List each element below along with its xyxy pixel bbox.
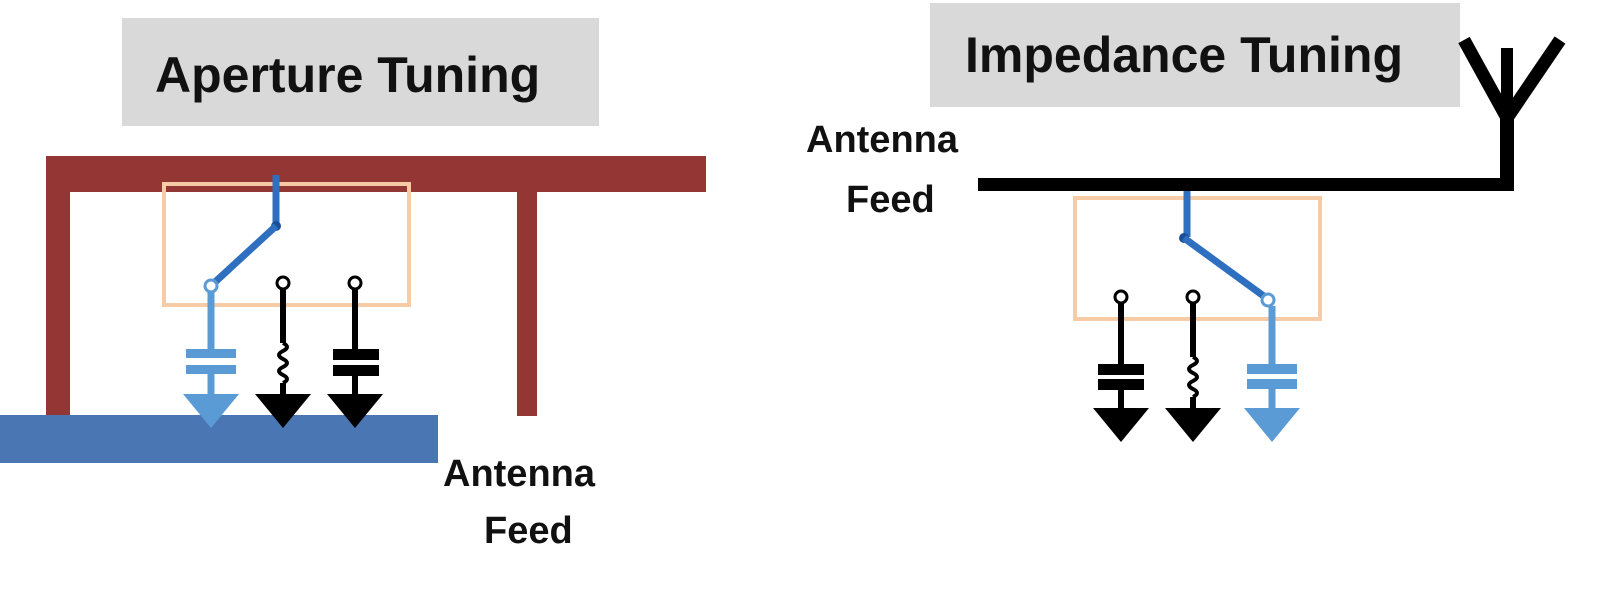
impedance-terminal-2 xyxy=(1185,289,1201,305)
aperture-ground-arrow-black-1 xyxy=(255,394,311,428)
aperture-switch xyxy=(211,175,281,286)
aperture-antenna-feed-leg xyxy=(517,180,537,416)
impedance-antenna xyxy=(978,36,1566,191)
aperture-terminal-2 xyxy=(275,275,291,291)
aperture-ground-arrow-black-2 xyxy=(327,394,383,428)
impedance-feed-label-line1: Antenna xyxy=(806,119,958,161)
impedance-inductor-branch xyxy=(1165,289,1221,442)
impedance-title: Impedance Tuning xyxy=(965,27,1403,83)
impedance-capacitor-blue xyxy=(1247,364,1297,374)
aperture-inductor-branch xyxy=(255,275,311,428)
impedance-title-box xyxy=(930,3,1460,107)
aperture-capacitor-black xyxy=(333,349,379,360)
aperture-switch-box xyxy=(162,182,411,307)
aperture-feed-label-line1: Antenna xyxy=(443,453,595,495)
impedance-antenna-mast xyxy=(1500,118,1514,191)
aperture-antenna-left-leg xyxy=(46,156,70,418)
aperture-antenna-top-bar xyxy=(46,156,706,192)
impedance-ground-arrow-blue xyxy=(1244,408,1300,442)
aperture-title: Aperture Tuning xyxy=(155,47,541,103)
impedance-capacitor-branch xyxy=(1093,289,1149,442)
impedance-ground-arrow-black-1 xyxy=(1093,408,1149,442)
aperture-terminal-1 xyxy=(203,278,219,294)
impedance-ground-arrow-black-2 xyxy=(1165,408,1221,442)
aperture-terminal-3 xyxy=(347,275,363,291)
aperture-active-capacitor-branch xyxy=(183,278,239,428)
impedance-inductor xyxy=(1187,355,1199,399)
impedance-active-capacitor-branch xyxy=(1244,292,1300,442)
aperture-ground-arrow-blue xyxy=(183,394,239,428)
aperture-ground-plane xyxy=(0,415,438,463)
aperture-title-box xyxy=(122,18,599,126)
impedance-terminal-1 xyxy=(1113,289,1129,305)
aperture-inductor xyxy=(277,341,289,385)
impedance-feed-label-line2: Feed xyxy=(846,179,935,221)
aperture-capacitor-branch xyxy=(327,275,383,428)
impedance-feed-line xyxy=(978,178,1514,191)
aperture-feed-label-line2: Feed xyxy=(484,510,573,552)
impedance-switch xyxy=(1179,191,1268,300)
impedance-capacitor-black xyxy=(1098,364,1144,375)
aperture-antenna xyxy=(46,156,706,418)
impedance-switch-box xyxy=(1073,196,1322,321)
impedance-terminal-3 xyxy=(1260,292,1276,308)
aperture-capacitor-blue xyxy=(186,349,236,358)
